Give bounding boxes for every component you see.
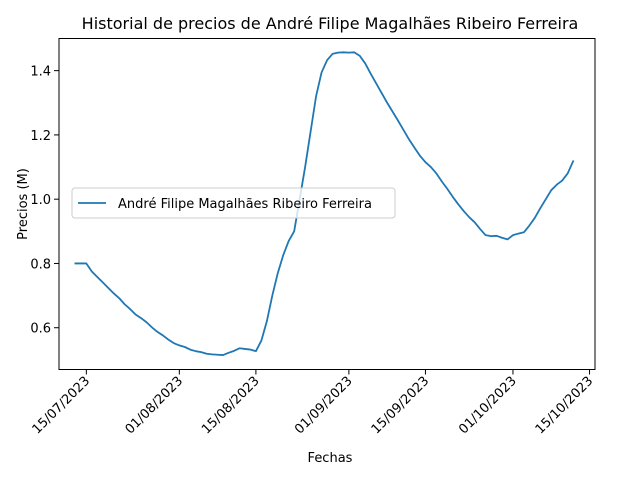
series-line [74, 51, 575, 356]
x-axis-ticks: 15/07/2023 01/08/2023 15/08/2023 01/09/2023… [30, 369, 597, 438]
y-axis-ticks: 0.6 0.8 1.0 1.2 1.4 [30, 65, 59, 337]
x-axis-label: Fechas [308, 451, 353, 466]
series-lines [74, 51, 575, 356]
y-tick-label: 1.0 [30, 193, 51, 208]
x-tick-label: 01/09/2023 [292, 374, 356, 438]
legend: André Filipe Magalhães Ribeiro Ferreira [71, 187, 396, 219]
x-tick-label: 01/08/2023 [123, 374, 187, 438]
x-tick-label: 15/10/2023 [533, 374, 597, 438]
x-tick-label: 15/08/2023 [199, 374, 263, 438]
x-tick-label: 01/10/2023 [456, 374, 520, 438]
plot-area-frame [58, 38, 596, 370]
y-tick-label: 0.8 [30, 257, 51, 272]
legend-entry-label: André Filipe Magalhães Ribeiro Ferreira [118, 197, 372, 212]
y-tick-label: 1.2 [30, 129, 51, 144]
y-axis-label: Precios (M) [16, 168, 31, 240]
x-tick-label: 15/09/2023 [369, 374, 433, 438]
x-tick-label: 15/07/2023 [30, 374, 94, 438]
y-tick-label: 0.6 [30, 322, 51, 337]
chart-title: Historial de precios de André Filipe Mag… [82, 14, 579, 33]
y-tick-label: 1.4 [30, 65, 51, 80]
legend-box [71, 187, 396, 219]
